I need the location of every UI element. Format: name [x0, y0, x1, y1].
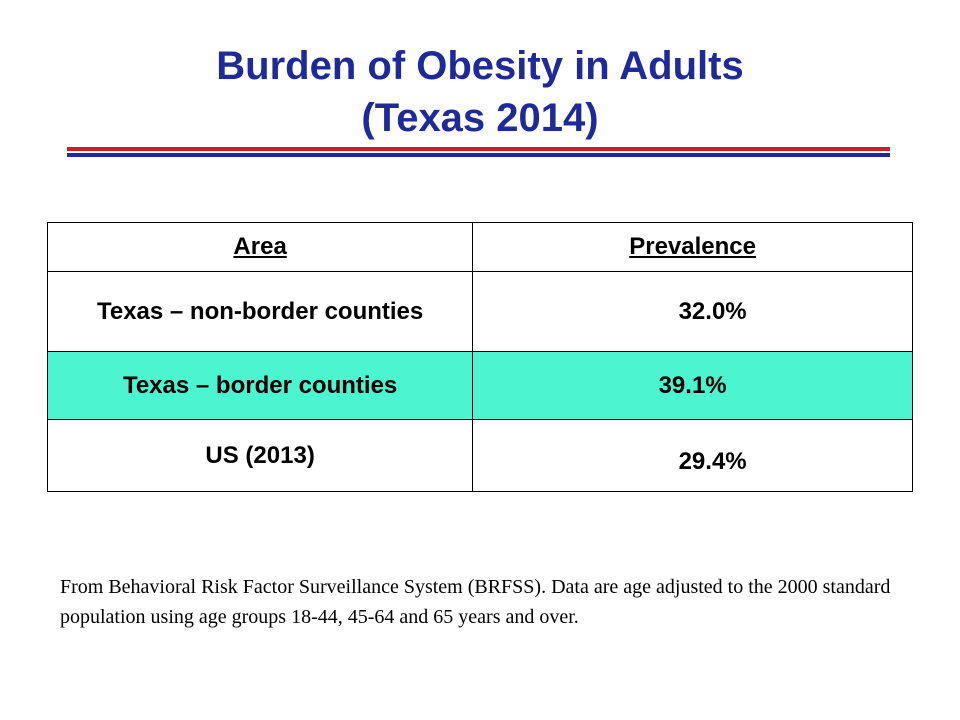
- table-row-highlighted: Texas – border counties 39.1%: [46, 351, 913, 420]
- page-title: Burden of Obesity in Adults (Texas 2014): [0, 40, 960, 144]
- table-row: Texas – non-border counties 32.0%: [46, 271, 913, 352]
- header-area: Area: [46, 222, 474, 272]
- prevalence-table: Area Prevalence Texas – non-border count…: [46, 222, 913, 492]
- area-cell: Texas – border counties: [46, 351, 474, 420]
- title-rule-red: [67, 147, 890, 151]
- prevalence-value: 39.1%: [658, 371, 727, 399]
- prevalence-value: 29.4%: [678, 447, 747, 475]
- title-rule-blue: [67, 153, 890, 157]
- header-prevalence: Prevalence: [472, 222, 913, 272]
- area-cell: US (2013): [46, 419, 474, 492]
- area-cell: Texas – non-border counties: [46, 271, 474, 352]
- prevalence-cell: 39.1%: [472, 351, 913, 420]
- table-header-row: Area Prevalence: [46, 222, 913, 272]
- source-footnote: From Behavioral Risk Factor Surveillance…: [60, 576, 891, 628]
- table-row: US (2013) 29.4%: [46, 419, 913, 492]
- prevalence-cell: 32.0%: [472, 271, 913, 352]
- prevalence-value: 32.0%: [678, 297, 747, 325]
- title-line-1: Burden of Obesity in Adults: [216, 44, 744, 88]
- title-line-2: (Texas 2014): [361, 96, 599, 140]
- prevalence-cell: 29.4%: [472, 419, 913, 492]
